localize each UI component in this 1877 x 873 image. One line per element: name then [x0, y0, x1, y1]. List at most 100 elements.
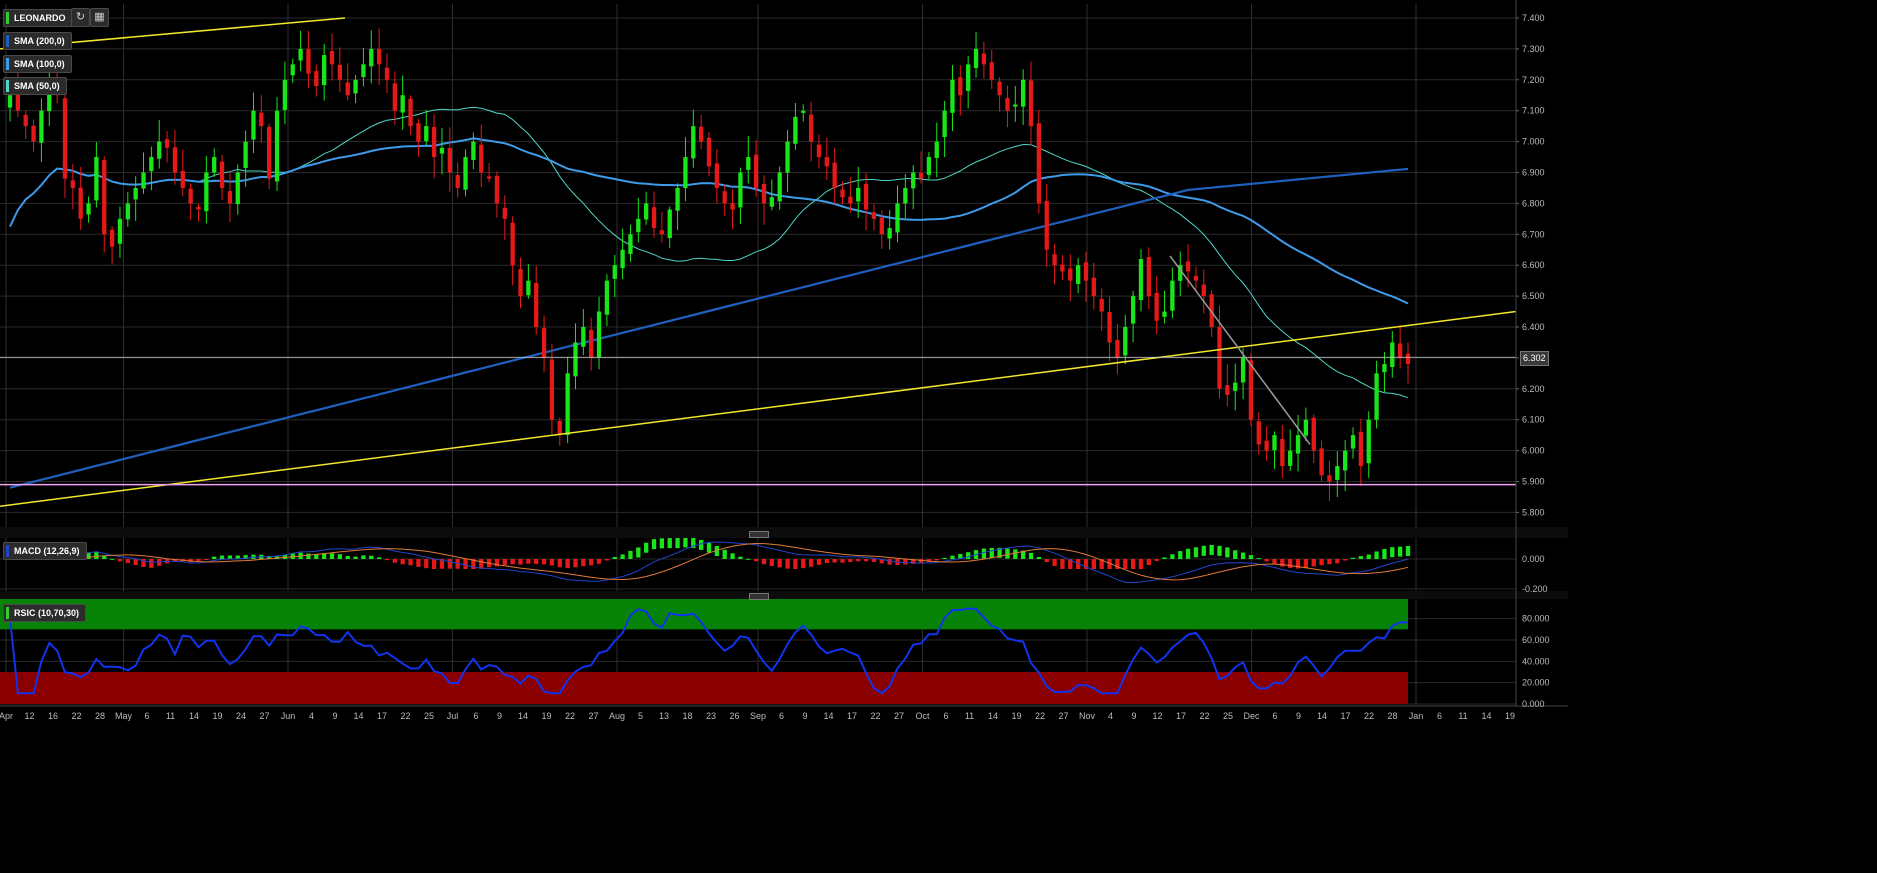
macd-histogram-bar — [871, 559, 877, 562]
candle-body — [667, 209, 672, 239]
macd-histogram-bar — [706, 542, 712, 553]
candle-body — [808, 114, 814, 142]
candle-body — [1405, 353, 1411, 365]
candle-body — [102, 160, 107, 235]
candle-body — [431, 127, 437, 158]
macd-tag[interactable]: MACD (12,26,9) — [3, 542, 87, 560]
macd-histogram-bar — [431, 559, 437, 569]
candle-body — [298, 48, 303, 61]
macd-histogram-bar — [1068, 559, 1073, 569]
candle-body — [455, 175, 460, 188]
rsi-resize-handle[interactable] — [749, 593, 769, 600]
sma50-line — [9, 106, 1409, 399]
candle-body — [1036, 123, 1042, 204]
candle-body — [39, 110, 44, 143]
macd-histogram-bar — [753, 559, 759, 562]
time-tick-label: 22 — [1035, 711, 1045, 721]
macd-histogram-bar — [738, 556, 743, 559]
candle-body — [251, 110, 256, 140]
macd-histogram-bar — [510, 559, 515, 565]
candle-body — [1013, 104, 1018, 107]
time-tick-label: 12 — [1152, 711, 1162, 721]
macd-histogram-bar — [612, 556, 617, 559]
macd-histogram-bar — [1115, 559, 1120, 569]
macd-histogram-bar — [698, 539, 704, 550]
time-tick-label: 6 — [779, 711, 784, 721]
macd-histogram-bar — [958, 553, 963, 559]
chart-settings-button[interactable]: ▦ — [90, 8, 109, 27]
macd-resize-handle[interactable] — [749, 531, 769, 538]
candle-body — [769, 197, 774, 207]
macd-histogram-bar — [651, 539, 657, 550]
candle-body — [950, 79, 955, 113]
macd-histogram-bar — [149, 559, 154, 568]
time-tick-label: 6 — [473, 711, 478, 721]
candle-body — [408, 98, 413, 127]
macd-histogram-bar — [1036, 556, 1042, 559]
sma50-label: SMA (50,0) — [14, 81, 60, 91]
macd-histogram-bar — [1248, 555, 1254, 559]
macd-tick-label: -0.200 — [1522, 584, 1548, 594]
candle-body — [746, 157, 751, 170]
macd-line — [10, 541, 1409, 584]
sma50-tag[interactable]: SMA (50,0) — [3, 77, 67, 95]
candle-body — [416, 123, 421, 142]
candles — [7, 28, 1411, 502]
sma100-tag[interactable]: SMA (100,0) — [3, 55, 72, 73]
sma200-tag[interactable]: SMA (200,0) — [3, 32, 72, 50]
candle-body — [651, 207, 657, 229]
macd-histogram-bar — [439, 559, 445, 569]
price-tick-label: 7.000 — [1522, 137, 1545, 147]
chart-canvas[interactable]: 7.400 7.300 7.200 7.100 7.000 6.900 6.800 6.700… — [0, 0, 1568, 729]
time-tick-label: 6 — [144, 711, 149, 721]
macd-tick-label: 0.000 — [1522, 554, 1545, 564]
sma100-line — [9, 137, 1409, 305]
time-tick-label: Nov — [1079, 711, 1096, 721]
macd-histogram-bar — [274, 555, 280, 559]
candle-body — [620, 249, 625, 269]
macd-histogram-bar — [746, 558, 751, 560]
refresh-button[interactable]: ↻ — [71, 8, 90, 27]
chart-stage[interactable]: 7.400 7.300 7.200 7.100 7.000 6.900 6.800 6.700… — [0, 0, 1568, 729]
time-tick-label: 9 — [1296, 711, 1301, 721]
candle-body — [1382, 364, 1387, 373]
candle-body — [282, 79, 288, 110]
price-tick-label: 7.100 — [1522, 106, 1545, 116]
macd-histogram-bar — [1358, 556, 1364, 559]
candle-body — [267, 126, 272, 179]
rsi-tick-label: 60.000 — [1522, 635, 1550, 645]
rsic-tag[interactable]: RSIC (10,70,30) — [3, 604, 87, 622]
candle-body — [471, 141, 476, 161]
candle-body — [1075, 265, 1081, 284]
candle-body — [691, 126, 696, 159]
candle-body — [934, 141, 939, 158]
symbol-tag[interactable]: LEONARDO — [3, 9, 73, 27]
macd-histogram-bar — [526, 559, 531, 564]
candle-body — [479, 144, 484, 173]
macd-histogram-bar — [887, 559, 892, 565]
candle-body — [1288, 450, 1293, 466]
candle-body — [856, 187, 861, 202]
time-tick-label: 19 — [541, 711, 551, 721]
candle-body — [133, 187, 138, 200]
candle-body — [1311, 417, 1316, 451]
candle-body — [62, 98, 68, 179]
candle-body — [306, 49, 311, 74]
macd-histogram-bar — [463, 559, 468, 569]
macd-histogram-bar — [714, 546, 720, 557]
candle-body — [322, 55, 327, 86]
time-tick-label: 6 — [1437, 711, 1442, 721]
macd-histogram-bar — [793, 559, 798, 569]
candle-body — [1115, 339, 1120, 358]
time-tick-label: 19 — [1011, 711, 1021, 721]
macd-histogram-bar — [243, 555, 248, 559]
candle-body — [793, 116, 798, 144]
candle-body — [243, 141, 248, 169]
time-tick-label: 9 — [802, 711, 807, 721]
macd-histogram-bar — [94, 551, 99, 559]
time-tick-label: 22 — [565, 711, 575, 721]
candle-body — [149, 157, 154, 172]
macd-histogram-bar — [950, 555, 955, 559]
candle-body — [164, 139, 170, 148]
candle-body — [180, 171, 185, 188]
